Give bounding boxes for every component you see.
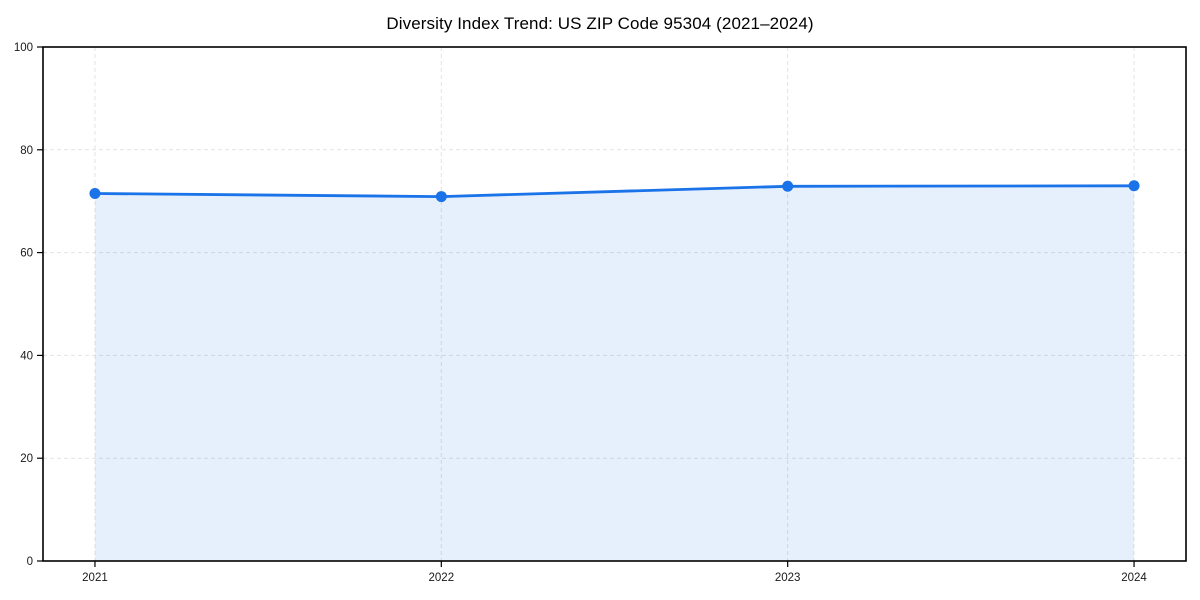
data-point xyxy=(89,187,101,199)
trend-line xyxy=(93,184,1136,199)
data-point xyxy=(782,180,794,192)
x-tick-label: 2023 xyxy=(775,572,801,584)
label-layer: 0 20 40 60 80 100 2021 2022 2023 2024 xyxy=(14,42,1148,584)
y-tick-label: 20 xyxy=(20,453,33,465)
area-layer xyxy=(95,185,1134,562)
y-tick-label: 60 xyxy=(20,248,33,260)
y-tick-label: 80 xyxy=(20,145,33,157)
data-point xyxy=(435,191,447,203)
data-point xyxy=(1128,180,1140,192)
x-tick-label: 2021 xyxy=(82,572,108,584)
x-tick-label: 2022 xyxy=(429,572,455,584)
area-fill xyxy=(95,185,1134,562)
plot-frame xyxy=(42,46,1187,562)
chart-title: Diversity Index Trend: US ZIP Code 95304… xyxy=(386,14,814,33)
y-tick-label: 100 xyxy=(14,42,33,54)
y-tick-label: 0 xyxy=(27,556,33,568)
x-tick-label: 2024 xyxy=(1121,572,1147,584)
tick-layer xyxy=(37,46,1135,567)
marker-layer xyxy=(89,180,1140,203)
frame-layer xyxy=(42,46,1187,562)
line-layer xyxy=(93,184,1136,199)
y-tick-label: 40 xyxy=(20,350,33,362)
